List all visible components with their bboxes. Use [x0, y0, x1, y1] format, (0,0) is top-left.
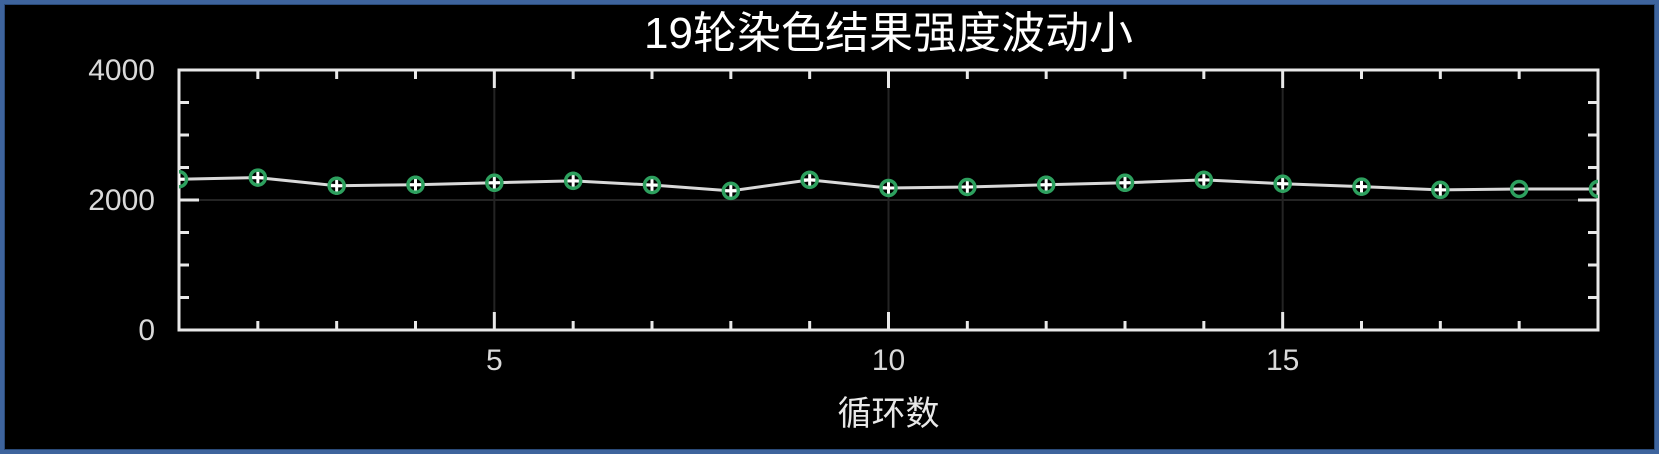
data-point-marker — [1588, 179, 1598, 199]
y-tick-label: 4000 — [88, 54, 155, 87]
data-point-marker — [1115, 173, 1135, 193]
axis-ticks — [179, 70, 1598, 330]
data-point-marker — [1509, 179, 1529, 199]
data-point-marker — [327, 176, 346, 195]
data-point-marker — [563, 171, 583, 191]
data-point-marker — [1431, 180, 1450, 200]
data-point-marker — [248, 168, 268, 187]
data-point-marker — [485, 173, 504, 193]
data-point-marker — [406, 175, 425, 194]
x-axis-label: 循环数 — [837, 396, 940, 433]
tick-labels: 5 10 15 0 2000 4000 — [88, 54, 1299, 377]
data-point-marker — [1194, 170, 1214, 190]
data-point-marker — [1352, 177, 1371, 196]
data-point-marker — [800, 170, 819, 190]
data-point-marker — [642, 175, 662, 195]
data-point-marker — [179, 169, 189, 189]
x-tick-label: 10 — [872, 344, 905, 377]
x-tick-label: 5 — [486, 344, 503, 377]
chart-title: 19轮染色结果强度波动小 — [644, 9, 1133, 58]
data-point-marker — [1273, 174, 1292, 193]
gridlines — [179, 70, 1598, 330]
data-point-marker — [879, 178, 898, 198]
y-tick-label: 2000 — [88, 184, 155, 217]
data-point-marker — [1036, 175, 1056, 194]
y-tick-label: 0 — [138, 314, 155, 347]
data-point-marker — [958, 177, 977, 197]
data-point-marker — [721, 181, 741, 201]
x-tick-label: 15 — [1266, 344, 1299, 377]
series-staining-intensity — [179, 168, 1598, 201]
